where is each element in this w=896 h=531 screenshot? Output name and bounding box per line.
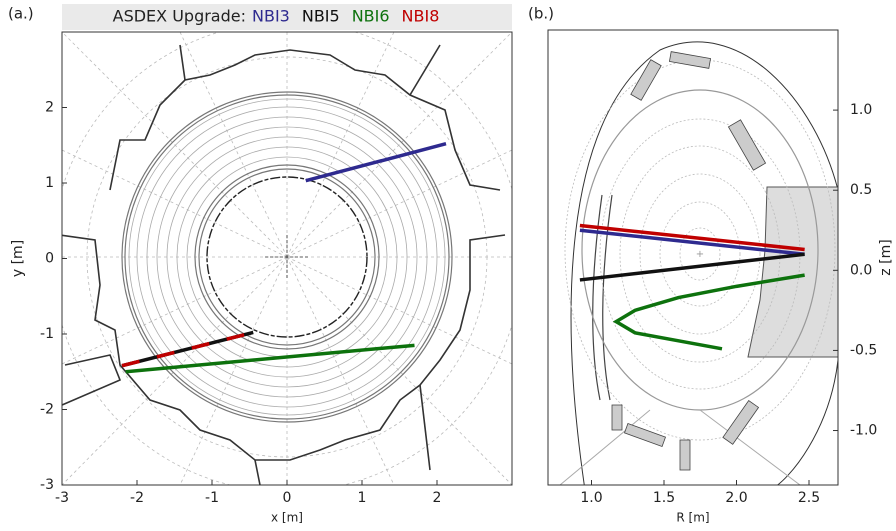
y-axis-label: y [m] xyxy=(10,240,26,277)
panel-label: (b.) xyxy=(528,5,554,23)
x-tick-label: -3 xyxy=(55,490,69,506)
y-tick-label: 1.0 xyxy=(850,102,872,118)
x-tick-label: -2 xyxy=(130,490,144,506)
y-tick-label: -3 xyxy=(40,477,54,493)
x-tick-label: -1 xyxy=(205,490,219,506)
y-tick-label: 0.5 xyxy=(850,182,872,198)
legend-entry: NBI5 xyxy=(302,7,340,26)
beam-line xyxy=(125,343,415,374)
y-tick-label: 0 xyxy=(45,251,54,267)
chart-title: ASDEX Upgrade: xyxy=(113,7,246,26)
beam-line xyxy=(579,223,805,252)
legend-entry: NBI6 xyxy=(352,7,390,26)
beam-line xyxy=(121,330,254,368)
x-axis-label: R [m] xyxy=(676,511,709,525)
x-tick-label: 1 xyxy=(358,490,367,506)
y-tick-label: 2 xyxy=(45,100,54,116)
legend-entry: NBI8 xyxy=(402,7,440,26)
y-tick-label: 1 xyxy=(45,175,54,191)
y-axis-label: z [m] xyxy=(878,239,894,275)
beam-line xyxy=(579,228,805,257)
x-axis-label: x [m] xyxy=(271,511,303,525)
y-tick-label: -0.5 xyxy=(850,342,877,358)
y-tick-label: -1.0 xyxy=(850,423,877,439)
y-tick-label: 0.0 xyxy=(850,262,872,278)
legend-entry: NBI3 xyxy=(252,7,290,26)
x-tick-label: 2.0 xyxy=(725,490,747,506)
x-tick-label: 1.5 xyxy=(653,490,675,506)
plot-frame xyxy=(547,29,839,486)
beam-line xyxy=(579,252,805,282)
y-tick-label: -1 xyxy=(40,326,54,342)
x-tick-label: 0 xyxy=(283,490,292,506)
x-tick-label: 2 xyxy=(433,490,442,506)
svg-text:+: + xyxy=(696,249,704,260)
top-view-geometry xyxy=(62,32,512,485)
x-tick-label: 2.5 xyxy=(798,490,820,506)
x-tick-label: 1.0 xyxy=(580,490,602,506)
beam-line xyxy=(305,142,447,183)
poloidal-geometry: + xyxy=(559,41,838,485)
panel-label: (a.) xyxy=(8,5,34,23)
y-tick-label: -2 xyxy=(40,402,54,418)
beam-line xyxy=(612,273,805,351)
title-bar xyxy=(62,4,512,30)
